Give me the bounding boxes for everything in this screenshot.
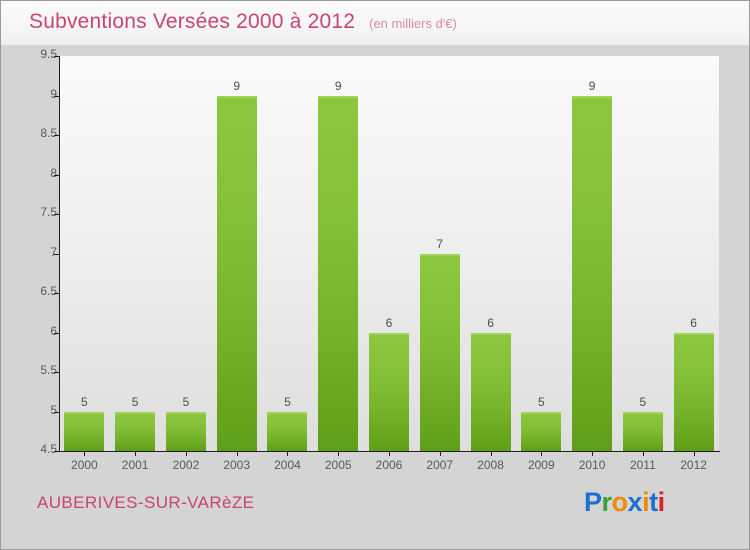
y-axis-tick-label: 5 [50, 402, 57, 417]
y-axis-tick-label: 9 [50, 86, 57, 101]
x-axis-tick-mark [490, 452, 492, 456]
bar-value-label: 5 [131, 394, 139, 409]
x-axis-tick-label: 2004 [274, 458, 301, 472]
bar-value-label: 9 [233, 78, 241, 93]
y-axis-tick-mark [54, 253, 59, 255]
logo-letter: i [657, 487, 666, 517]
chart-footer: AUBERIVES-SUR-VARèZE Proxiti [1, 477, 749, 549]
bar-value-label: 6 [385, 315, 393, 330]
location-name: AUBERIVES-SUR-VARèZE [37, 493, 255, 512]
bar-value-label: 5 [537, 394, 545, 409]
bar-value-label: 9 [588, 78, 596, 93]
bar[interactable] [419, 253, 460, 451]
bar[interactable] [216, 95, 257, 451]
bar[interactable] [673, 332, 714, 451]
plot-wrapper: 4.5 5 5.5 6 6.5 7 7.5 8 8.5 9 9.5 5 5 5 9 5 9 6 7 6 5 9 5 6 20… [1, 45, 749, 477]
y-axis-tick-mark [54, 95, 59, 97]
proxiti-logo[interactable]: Proxiti [584, 487, 665, 518]
bar-value-label: 5 [182, 394, 190, 409]
x-axis-tick-label: 2005 [324, 458, 352, 472]
x-axis-tick-label: 2002 [172, 458, 200, 472]
bar[interactable] [267, 411, 308, 451]
x-axis-tick-label: 2001 [121, 458, 149, 472]
x-axis-tick-mark [592, 452, 594, 456]
y-axis-tick-label: 9.5 [40, 47, 57, 61]
x-axis-tick-mark [135, 452, 137, 456]
y-axis-tick-label: 7.5 [40, 205, 57, 219]
y-axis-tick-label: 8.5 [40, 126, 57, 140]
y-axis-tick-mark [54, 56, 59, 57]
bar-value-label: 7 [436, 236, 444, 251]
bar[interactable] [64, 411, 105, 451]
bar-value-label: 5 [639, 394, 647, 409]
x-axis-tick-mark [338, 452, 340, 456]
y-axis-tick-mark [54, 174, 59, 176]
x-axis-line [59, 451, 720, 452]
y-axis-tick-mark [54, 451, 59, 452]
y-axis-tick-mark [54, 214, 59, 215]
y-axis-tick-mark [54, 411, 59, 413]
y-axis-tick-label: 7 [50, 244, 57, 259]
bar-value-label: 6 [690, 315, 697, 330]
x-axis-tick-mark [185, 452, 187, 456]
x-axis-tick-label: 2009 [527, 458, 555, 472]
bar[interactable] [369, 332, 409, 451]
logo-letter: r [601, 487, 613, 517]
y-axis-tick-label: 8 [50, 165, 57, 180]
y-axis-tick-label: 6 [50, 323, 57, 338]
logo-letter: t [649, 487, 658, 517]
x-axis-tick-mark [541, 452, 543, 456]
x-axis-tick-label: 2012 [680, 458, 707, 472]
y-axis-tick-mark [54, 332, 59, 334]
x-axis-tick-mark [287, 452, 289, 456]
bar[interactable] [470, 332, 511, 451]
x-axis-tick-mark [84, 452, 86, 456]
bar-value-label: 5 [284, 394, 291, 409]
x-axis-tick-mark [642, 452, 644, 456]
bar-value-label: 6 [487, 315, 494, 330]
x-axis-tick-label: 2008 [477, 458, 504, 472]
x-axis-tick-label: 2006 [375, 458, 403, 472]
y-axis-tick-mark [54, 135, 59, 136]
bar-value-label: 5 [81, 394, 88, 409]
y-axis-line [59, 56, 60, 452]
x-axis-tick-label: 2000 [71, 458, 98, 472]
y-axis-tick-label: 4.5 [40, 442, 57, 456]
x-axis-tick-label: 2003 [223, 458, 251, 472]
x-axis-tick-label: 2011 [629, 458, 656, 472]
logo-letter: i [642, 487, 650, 517]
x-axis-tick-label: 2007 [426, 458, 454, 472]
x-axis-tick-mark [693, 452, 695, 456]
page-title: Subventions Versées 2000 à 2012 [29, 10, 356, 33]
x-axis-tick-label: 2010 [578, 458, 606, 472]
bar-value-label: 9 [334, 78, 342, 93]
bar[interactable] [572, 95, 613, 451]
y-axis-tick-label: 6.5 [40, 284, 57, 298]
logo-letter: x [627, 487, 643, 517]
y-axis-tick-label: 5.5 [40, 363, 57, 377]
logo-letter: P [584, 487, 602, 517]
logo-letter: o [611, 487, 629, 517]
bar[interactable] [622, 411, 663, 451]
x-axis-tick-mark [389, 452, 390, 456]
bar[interactable] [165, 411, 206, 451]
bar[interactable] [521, 411, 562, 451]
chart-header: Subventions Versées 2000 à 2012 (en mill… [1, 1, 749, 45]
bar[interactable] [115, 411, 156, 451]
x-axis-tick-mark [236, 452, 238, 456]
y-axis-tick-mark [54, 293, 59, 294]
y-axis-tick-mark [54, 372, 59, 373]
x-axis-tick-mark [439, 452, 441, 456]
title-row: Subventions Versées 2000 à 2012 (en mill… [29, 10, 457, 34]
bar[interactable] [318, 95, 359, 451]
chart-subtitle: (en milliers d'€) [369, 16, 457, 31]
